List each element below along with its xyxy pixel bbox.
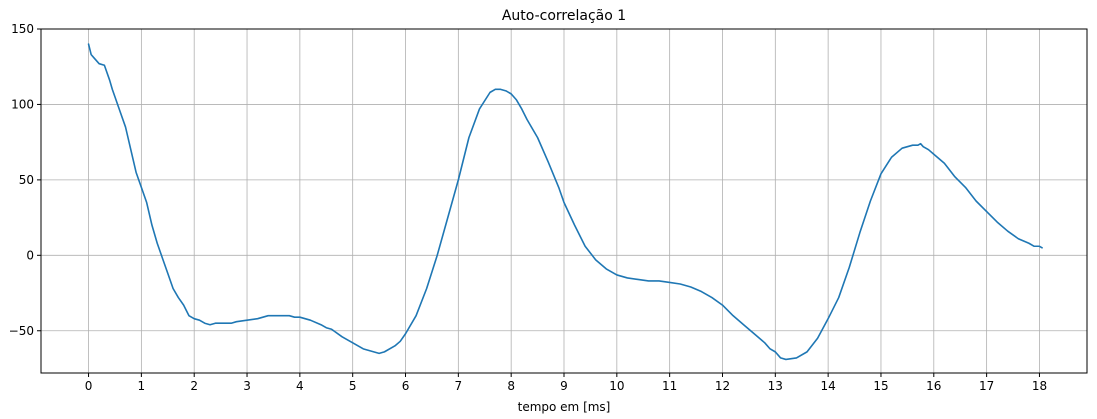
x-tick-label: 0: [85, 379, 93, 393]
x-tick-label: 18: [1032, 379, 1047, 393]
x-tick-label: 8: [507, 379, 515, 393]
x-tick-label: 17: [979, 379, 994, 393]
x-tick-label: 13: [768, 379, 783, 393]
y-axis-ticks: −50 0 50 100 150: [9, 22, 41, 338]
x-tick-label: 15: [873, 379, 888, 393]
x-tick-label: 9: [560, 379, 568, 393]
series-line: [87, 43, 1043, 361]
x-tick-label: 4: [296, 379, 304, 393]
y-tick-label: 0: [26, 248, 34, 262]
x-tick-label: 6: [402, 379, 410, 393]
y-tick-label: 50: [19, 173, 34, 187]
x-axis-ticks: 0 1 2 3 4 5 6 7 8 9 10 11 12 13 14 15 16 17 18: [85, 373, 1047, 393]
x-tick-label: 16: [926, 379, 941, 393]
x-tick-label: 10: [609, 379, 624, 393]
grid-lines: [41, 28, 1087, 373]
y-tick-label: 100: [11, 97, 34, 111]
chart-title: Auto-correlação 1: [502, 8, 626, 24]
x-axis-label: tempo em [ms]: [518, 400, 611, 414]
x-tick-label: 11: [662, 379, 677, 393]
y-tick-label: 150: [11, 22, 34, 36]
x-tick-label: 12: [715, 379, 730, 393]
x-tick-label: 5: [349, 379, 357, 393]
x-tick-label: 2: [190, 379, 198, 393]
x-tick-label: 1: [138, 379, 146, 393]
x-tick-label: 14: [821, 379, 836, 393]
x-tick-label: 7: [455, 379, 463, 393]
y-tick-label: −50: [9, 324, 34, 338]
x-tick-label: 3: [243, 379, 251, 393]
